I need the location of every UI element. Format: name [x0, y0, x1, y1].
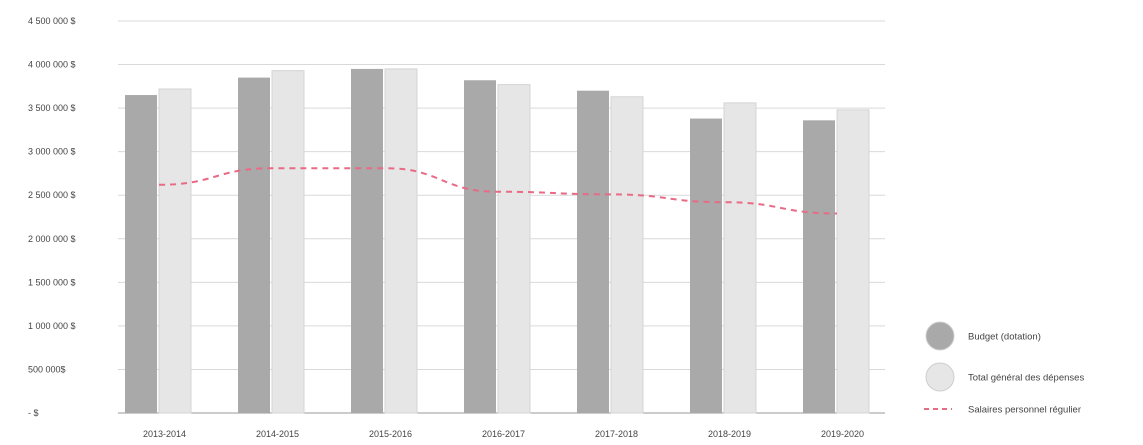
x-tick-label: 2016-2017: [482, 429, 525, 439]
x-tick-label: 2019-2020: [821, 429, 864, 439]
bar-total-expenses: [158, 88, 192, 414]
x-tick-label: 2018-2019: [708, 429, 751, 439]
bar-budget: [577, 90, 609, 413]
bar-total-expenses: [723, 102, 757, 414]
legend-budget-label: Budget (dotation): [968, 332, 1041, 343]
x-tick-label: 2014-2015: [256, 429, 299, 439]
y-tick-label: 2 000 000 $: [28, 234, 76, 244]
bar-budget: [803, 120, 835, 413]
y-tick-label: 3 500 000 $: [28, 103, 76, 113]
y-tick-label: 1 500 000 $: [28, 277, 76, 287]
y-tick-label: 4 000 000 $: [28, 60, 76, 70]
bar-total-expenses: [384, 68, 418, 414]
salary-line: [158, 167, 838, 215]
bar-budget: [690, 118, 722, 413]
bar-total-expenses: [497, 84, 531, 414]
legend-salaires-label: Salaires personnel régulier: [968, 405, 1081, 416]
bar-total-expenses: [610, 96, 644, 414]
y-tick-label: 1 000 000 $: [28, 321, 76, 331]
x-axis-ticks: 2013-2014 2014-2015 2015-2016 2016-2017 2017…: [143, 429, 864, 439]
legend-total-expenses-swatch: [925, 362, 955, 392]
y-axis-ticks: - $ 500 000$ 1 000 000 $ 1 500 000 $ 2 000 0…: [28, 16, 76, 418]
line-salaires: [158, 167, 838, 215]
y-tick-label: 3 000 000 $: [28, 147, 76, 157]
x-tick-label: 2013-2014: [143, 429, 186, 439]
x-tick-label: 2017-2018: [595, 429, 638, 439]
y-tick-label: 2 500 000 $: [28, 190, 76, 200]
bar-budget: [125, 95, 157, 414]
x-tick-label: 2015-2016: [369, 429, 412, 439]
bar-budget: [238, 77, 270, 413]
y-tick-label: 500 000$: [28, 364, 66, 374]
bars: [125, 68, 870, 414]
legend: Budget (dotation) Total général des dépen…: [924, 321, 1084, 416]
y-tick-label: 4 500 000 $: [28, 16, 76, 26]
bar-total-expenses: [271, 70, 305, 414]
legend-budget-swatch: [925, 321, 955, 351]
y-tick-label: - $: [28, 408, 39, 418]
bar-total-expenses: [836, 109, 870, 414]
legend-total-expenses-label: Total général des dépenses: [968, 373, 1084, 384]
bar-budget: [351, 68, 383, 414]
bar-budget: [464, 80, 496, 413]
